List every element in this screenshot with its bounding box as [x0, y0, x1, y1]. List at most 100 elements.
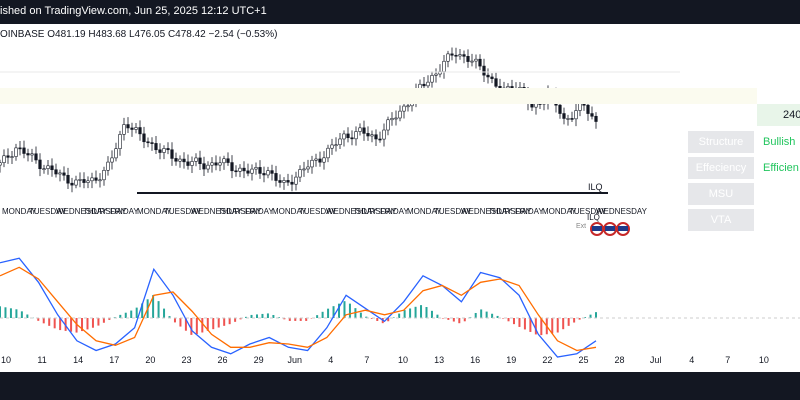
- histogram-bar: [53, 318, 56, 329]
- candle: [122, 124, 126, 135]
- histogram-bar: [595, 312, 597, 318]
- histogram-bar: [250, 314, 253, 318]
- histogram-bar: [124, 312, 127, 318]
- x-tick-label: 10: [759, 355, 769, 365]
- candle: [318, 158, 322, 163]
- weekday-label: MONDAY: [407, 207, 442, 216]
- x-tick-label: 10: [1, 355, 11, 365]
- candle: [50, 165, 54, 171]
- candle: [30, 153, 34, 156]
- histogram-bar: [463, 318, 466, 322]
- weekday-label: TUESDAY: [569, 207, 607, 216]
- histogram-bar: [502, 318, 505, 319]
- candle: [10, 156, 14, 158]
- candle: [342, 133, 346, 140]
- histogram-bar: [452, 318, 455, 322]
- histogram-bar: [523, 318, 526, 330]
- x-tick-label: 25: [578, 355, 588, 365]
- histogram-bar: [15, 309, 18, 318]
- histogram-bar: [529, 318, 532, 332]
- histogram-bar: [403, 310, 406, 318]
- candle: [210, 162, 214, 166]
- candle: [378, 138, 382, 141]
- candle: [242, 167, 246, 172]
- candle: [62, 172, 66, 176]
- histogram-bar: [0, 306, 1, 318]
- candle: [270, 170, 274, 174]
- candle: [558, 104, 562, 114]
- efficiency-button[interactable]: Effeciency: [688, 157, 754, 179]
- candle: [174, 158, 178, 162]
- histogram-bar: [108, 318, 111, 320]
- structure-button[interactable]: Structure: [688, 131, 754, 153]
- candle: [418, 83, 422, 89]
- weekday-label: MONDAY: [2, 207, 37, 216]
- histogram-bar: [261, 313, 264, 318]
- ohlc-readout: OINBASE O481.19 H483.68 L476.05 C478.42 …: [0, 29, 277, 40]
- candle: [166, 148, 170, 151]
- candle: [254, 167, 258, 170]
- candle: [178, 158, 182, 162]
- candle: [98, 179, 102, 182]
- candle: [294, 176, 298, 185]
- candle: [230, 162, 234, 172]
- histogram-bar: [420, 305, 423, 318]
- candle: [102, 169, 106, 181]
- weekday-label: WEDNESDAY: [56, 207, 108, 216]
- msu-button[interactable]: MSU: [688, 183, 754, 205]
- candle: [366, 133, 370, 137]
- candle: [434, 73, 438, 76]
- candle: [234, 170, 238, 173]
- candle: [406, 105, 410, 108]
- candle: [202, 163, 206, 170]
- histogram-bar: [201, 318, 204, 333]
- flag-icon: [618, 226, 628, 231]
- candle: [398, 110, 402, 119]
- histogram-bar: [343, 301, 346, 318]
- candle: [198, 157, 202, 164]
- candle: [426, 81, 430, 87]
- histogram-bar: [234, 318, 237, 322]
- candle: [402, 105, 406, 112]
- candles: [0, 47, 598, 193]
- candle: [374, 134, 378, 140]
- candle: [506, 86, 510, 89]
- candle: [590, 113, 594, 117]
- x-tick-label: Jun: [287, 355, 302, 365]
- histogram-bar: [387, 318, 390, 322]
- weekday-label: TUESDAY: [434, 207, 472, 216]
- candle: [146, 141, 150, 144]
- weekday-label: THURSDAY: [218, 207, 262, 216]
- x-tick-label: 16: [470, 355, 480, 365]
- histogram-bar: [436, 314, 439, 318]
- candle: [34, 153, 38, 161]
- candle: [310, 159, 314, 168]
- candle: [474, 58, 478, 62]
- histogram-bar: [562, 318, 565, 330]
- candle: [354, 131, 358, 140]
- candle: [490, 76, 494, 79]
- histogram-bar: [157, 301, 160, 318]
- candle: [94, 177, 98, 181]
- candle: [278, 180, 282, 183]
- histogram-bar: [327, 308, 330, 318]
- weekday-label: THURSDAY: [488, 207, 532, 216]
- candle: [114, 148, 118, 159]
- histogram-bar: [217, 318, 220, 328]
- candle: [290, 181, 294, 185]
- vta-button[interactable]: VTA: [688, 209, 754, 231]
- histogram-bar: [491, 313, 494, 318]
- histogram-bar: [480, 309, 483, 318]
- x-tick-label: 4: [689, 355, 694, 365]
- candle: [338, 138, 342, 146]
- candle: [142, 133, 146, 143]
- candle: [594, 115, 598, 122]
- histogram-bar: [573, 318, 576, 323]
- candle: [78, 179, 82, 181]
- histogram-bar: [567, 318, 570, 326]
- histogram-bar: [179, 318, 182, 327]
- flag-icon: [605, 226, 615, 231]
- histogram-bar: [409, 308, 412, 318]
- candle: [586, 104, 590, 114]
